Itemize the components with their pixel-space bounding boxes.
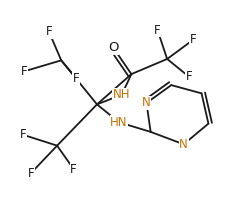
Text: F: F bbox=[154, 24, 161, 37]
Text: N: N bbox=[179, 138, 188, 151]
Text: F: F bbox=[28, 167, 34, 180]
Text: F: F bbox=[21, 65, 27, 78]
Text: F: F bbox=[186, 70, 192, 83]
Text: F: F bbox=[19, 128, 26, 141]
Text: HN: HN bbox=[110, 116, 128, 129]
Text: O: O bbox=[108, 41, 119, 54]
Text: N: N bbox=[142, 96, 151, 110]
Text: F: F bbox=[46, 25, 52, 38]
Text: F: F bbox=[190, 33, 197, 46]
Text: F: F bbox=[73, 72, 80, 85]
Text: NH: NH bbox=[113, 88, 131, 101]
Text: F: F bbox=[70, 163, 77, 176]
